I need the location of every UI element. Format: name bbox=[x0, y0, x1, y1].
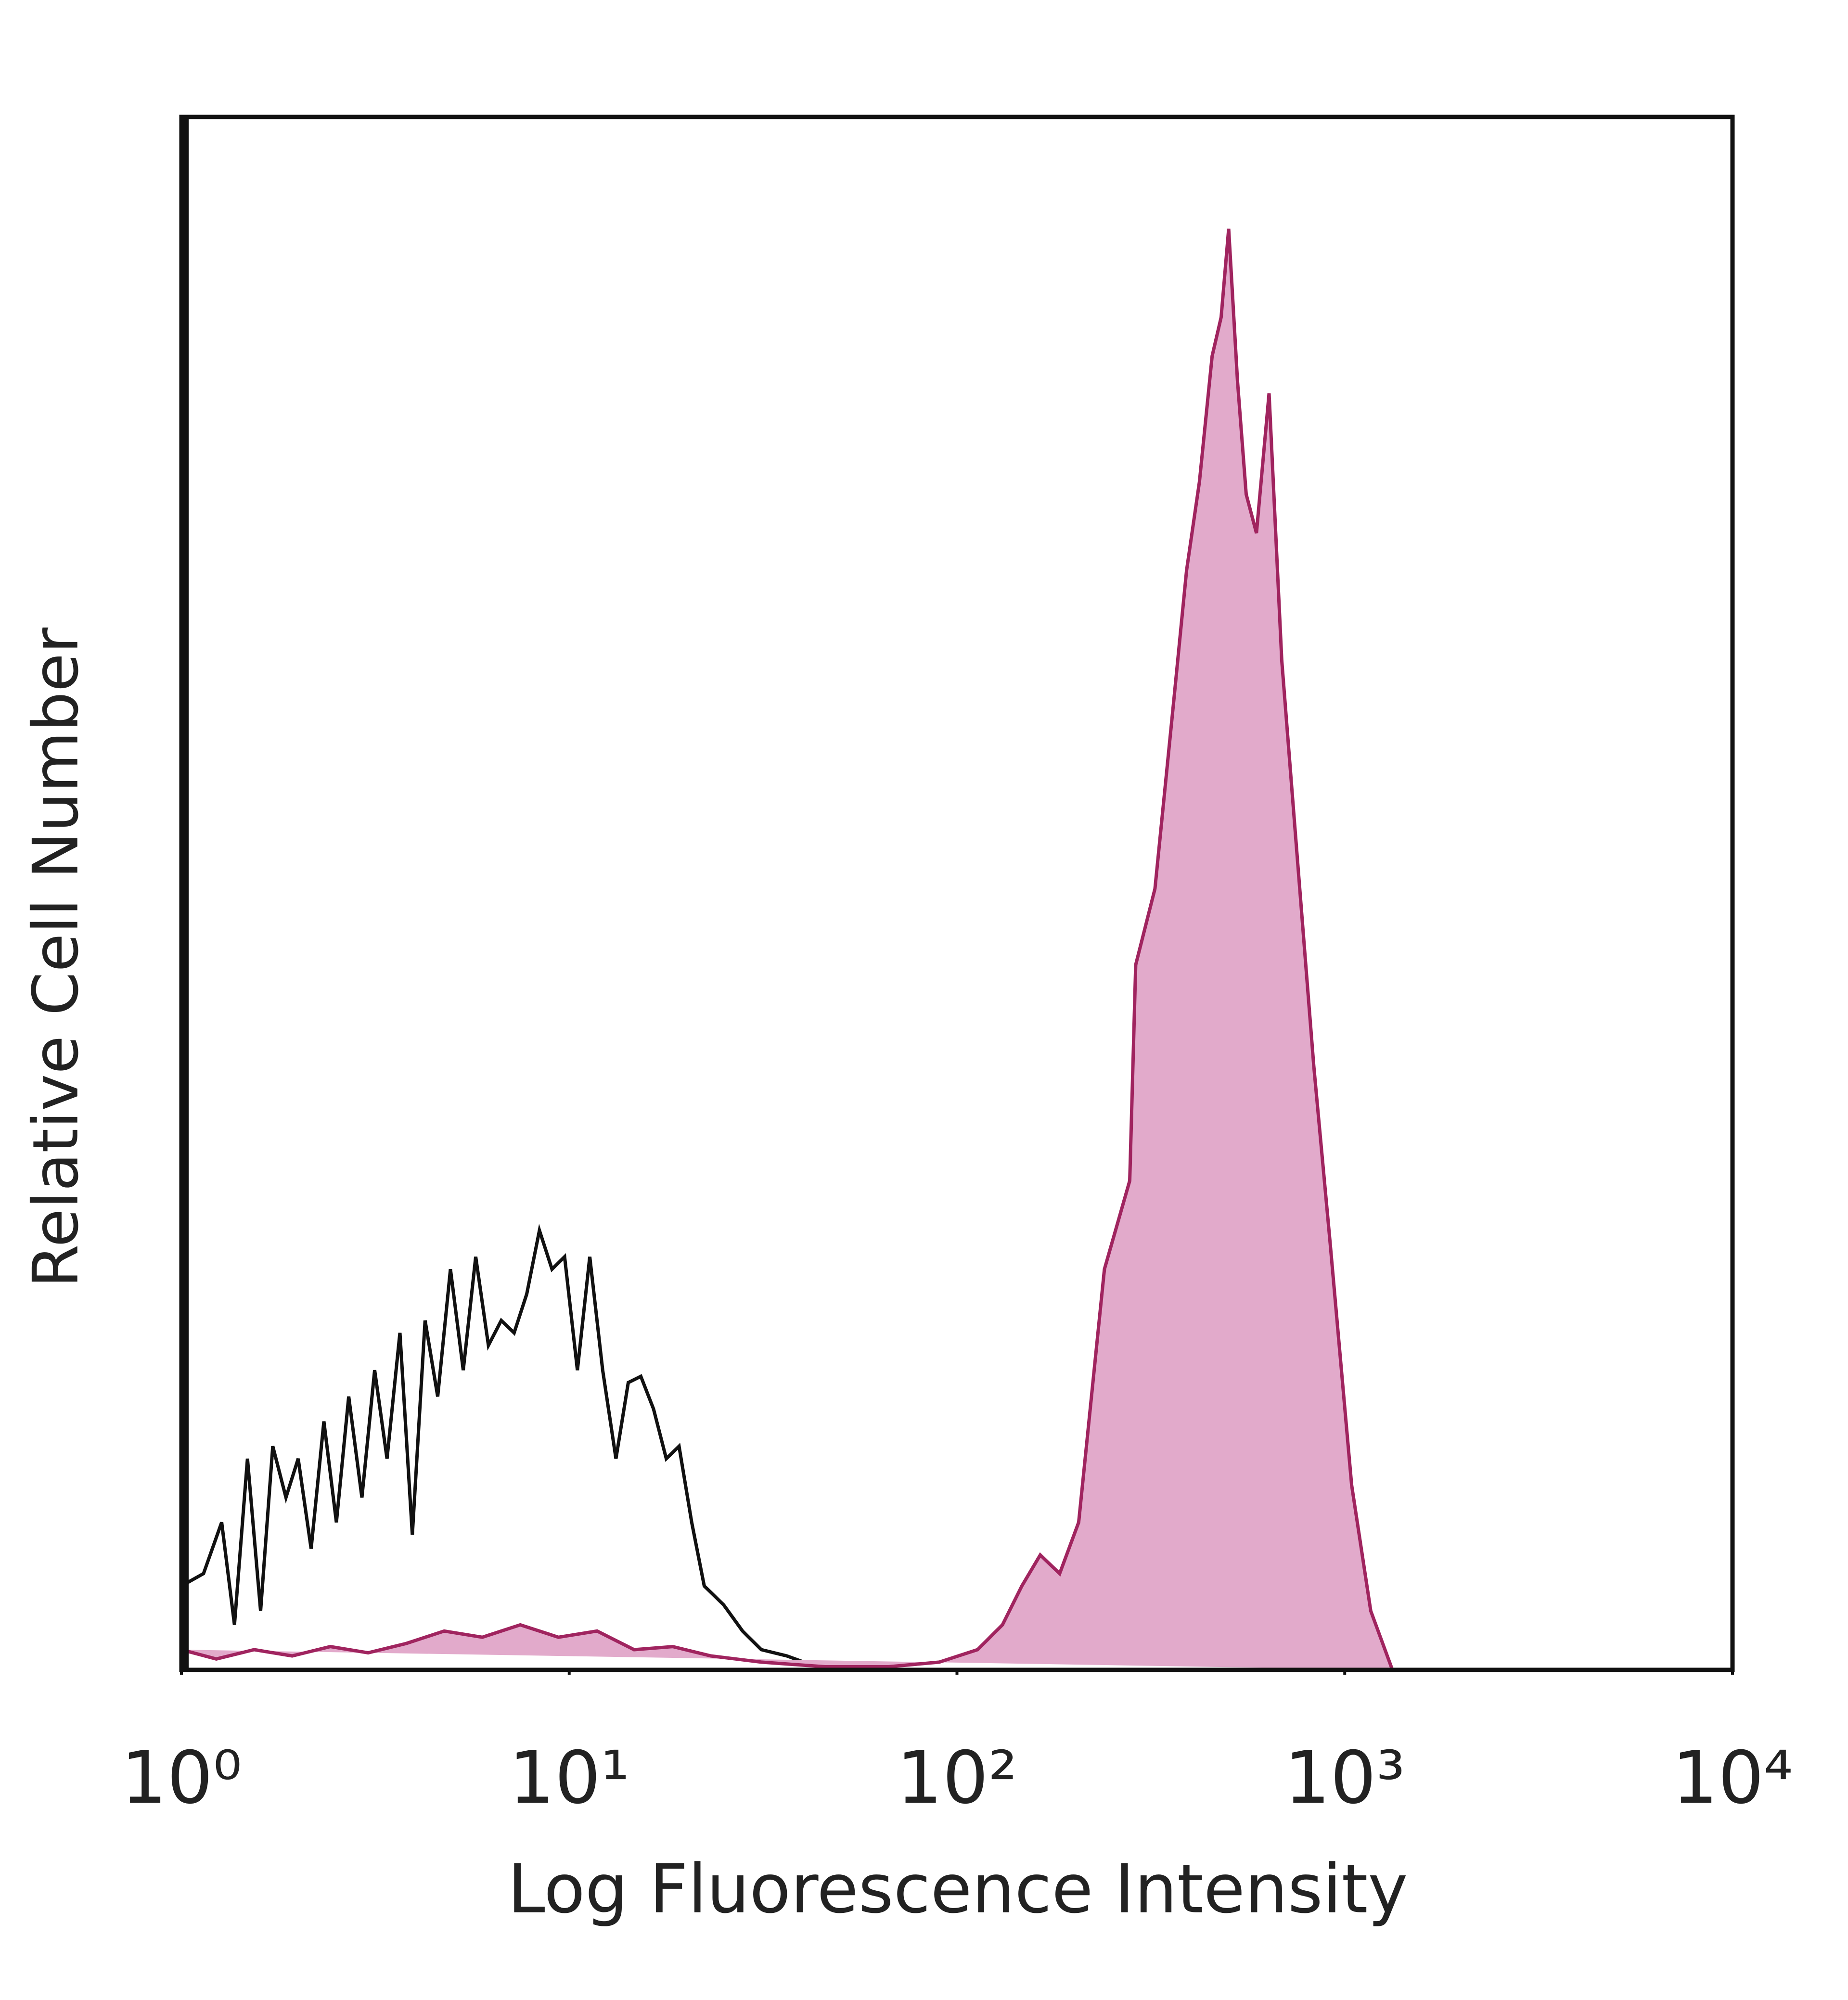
plot-frame bbox=[179, 115, 1735, 1672]
x-axis-label: Log Fluorescence Intensity bbox=[508, 1850, 1408, 1929]
x-tick-label: 10³ bbox=[1284, 1736, 1405, 1820]
x-tick-label: 10⁴ bbox=[1672, 1736, 1793, 1820]
y-axis-label: Relative Cell Number bbox=[19, 627, 92, 1288]
x-tick-label: 10² bbox=[897, 1736, 1017, 1820]
filled-histogram bbox=[181, 229, 1394, 1671]
x-tick-label: 10¹ bbox=[509, 1736, 629, 1820]
x-tick-label: 10⁰ bbox=[121, 1736, 242, 1820]
histogram-line bbox=[180, 1223, 851, 1672]
